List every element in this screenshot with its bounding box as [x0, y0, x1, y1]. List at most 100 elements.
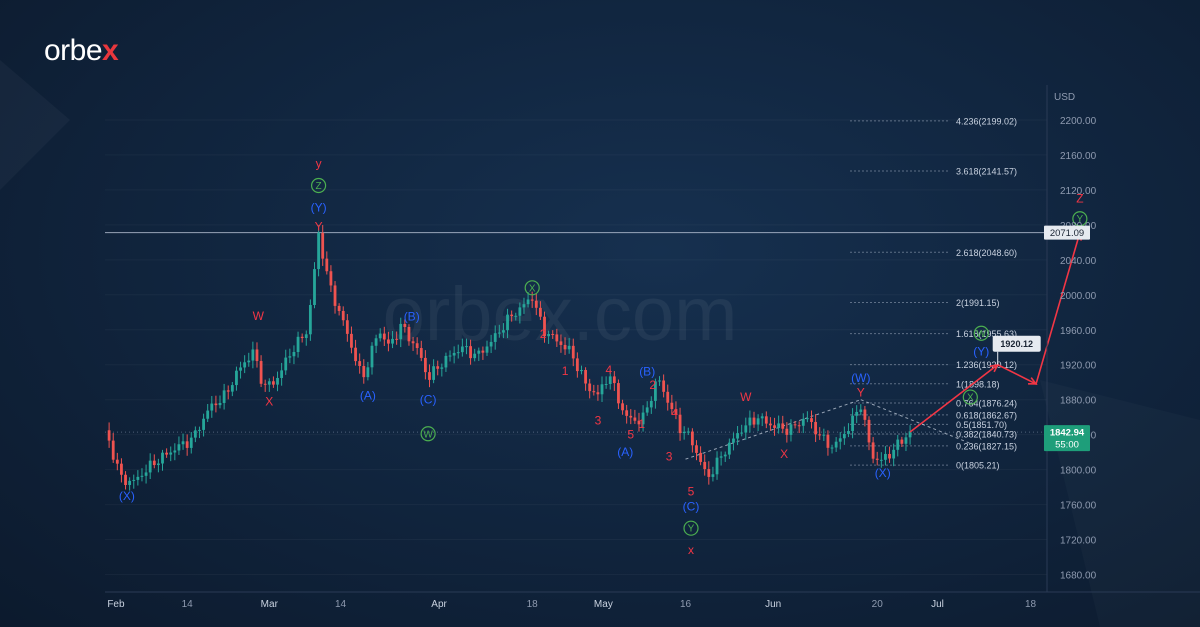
candle-body: [727, 442, 731, 455]
fib-level-label: 3.618(2141.57): [956, 167, 1017, 177]
candle-body: [678, 414, 682, 434]
wave-label: 3: [666, 450, 673, 464]
candle-body: [382, 333, 386, 340]
candle-body: [107, 430, 111, 441]
wave-label-circle: [683, 520, 699, 536]
wave-label: Y: [1077, 214, 1084, 225]
candle-body: [830, 447, 834, 449]
y-tick-label: 2000.00: [1060, 291, 1097, 302]
candle-body: [781, 423, 785, 429]
candle-body: [703, 461, 707, 470]
x-tick-label: 20: [872, 599, 884, 610]
candle-body: [506, 314, 509, 331]
wave-label: 1: [562, 364, 569, 378]
candle-body: [764, 416, 768, 424]
candle-body: [198, 429, 201, 431]
candle-body: [497, 332, 501, 334]
y-tick-label: 2120.00: [1060, 186, 1097, 197]
x-tick-label: Mar: [261, 599, 279, 610]
candle-body: [456, 352, 460, 354]
candle-body: [690, 431, 694, 446]
candle-body: [875, 458, 879, 460]
candle-body: [235, 370, 238, 386]
candle-body: [555, 334, 559, 342]
y-tick-label: 1720.00: [1060, 536, 1097, 547]
candle-body: [575, 358, 579, 372]
candle-body: [354, 347, 357, 362]
candle-body: [189, 437, 193, 448]
candle-body: [539, 307, 542, 317]
candle-body: [621, 403, 624, 411]
candle-body: [670, 402, 674, 410]
candle-body: [120, 463, 123, 475]
wave-label: (A): [360, 388, 376, 402]
wave-label-circle: [420, 426, 436, 442]
candle-body: [596, 392, 600, 395]
candle-body: [485, 346, 489, 353]
candle-body: [444, 355, 448, 368]
candle-body: [797, 425, 801, 427]
x-tick-label: 16: [680, 599, 692, 610]
candle-body: [805, 418, 809, 420]
candle-body: [161, 452, 164, 464]
candle-body: [518, 307, 522, 316]
candle-body: [773, 425, 776, 428]
candle-body: [288, 356, 292, 358]
wave-label-circle: [310, 177, 327, 194]
fib-level-label: 1.618(1955.63): [956, 329, 1017, 339]
candle-body: [863, 409, 867, 420]
fib-level-label: 1(1898.18): [956, 379, 1000, 389]
candle-body: [177, 444, 181, 451]
y-tick-label: 1800.00: [1060, 466, 1097, 477]
fib-level-label: 0.236(1827.15): [956, 441, 1017, 451]
brand-name-accent: x: [102, 34, 119, 67]
candle-body: [111, 440, 115, 460]
time-axis[interactable]: Feb 14 Mar 14 Apr 18 May 16 Jun 20 Jul 18: [107, 599, 1036, 610]
candle-body: [267, 381, 271, 385]
candle-body: [699, 452, 702, 462]
fib-level-label: 0.5(1851.70): [956, 420, 1007, 430]
candle-body: [588, 383, 592, 392]
candle-body: [649, 400, 653, 408]
candle-body: [612, 376, 616, 384]
candle-body: [814, 421, 818, 435]
x-tick-label: 18: [1025, 599, 1037, 610]
wave-label: W: [423, 429, 433, 440]
candle-body: [222, 390, 226, 403]
wave-label: W: [253, 309, 265, 323]
candle-body: [493, 333, 497, 342]
candle-body: [263, 383, 267, 385]
candle-body: [695, 445, 698, 453]
wave-label: Y: [857, 386, 865, 400]
candle-body: [617, 383, 620, 404]
candle-body: [448, 355, 452, 357]
candle-body: [341, 310, 345, 321]
candle-body: [514, 315, 518, 317]
candle-body: [567, 345, 571, 350]
candle-body: [662, 380, 666, 392]
brand-name-part: orbe: [44, 34, 103, 67]
candle-body: [740, 432, 744, 434]
x-tick-label: May: [594, 599, 613, 610]
candle-body: [423, 357, 427, 373]
wave-label-circle: [524, 280, 540, 296]
candle-body: [879, 459, 883, 461]
candle-body: [654, 381, 657, 401]
fib-level-label: 2(1991.15): [956, 298, 1000, 308]
price-axis[interactable]: 1680.001720.001760.001800.001840.001880.…: [1054, 92, 1097, 582]
candle-body: [526, 299, 530, 305]
candle-body: [469, 346, 472, 359]
candle-body: [337, 305, 341, 311]
candle-body: [247, 360, 251, 363]
candle-body: [292, 351, 296, 357]
candle-body: [304, 334, 308, 339]
y-tick-label: 1880.00: [1060, 396, 1097, 407]
candle-body: [732, 438, 735, 443]
candle-body: [362, 365, 366, 378]
candle-body: [580, 369, 583, 372]
wave-label: y: [316, 157, 322, 171]
candle-body: [477, 350, 481, 354]
candle-body: [502, 330, 505, 333]
